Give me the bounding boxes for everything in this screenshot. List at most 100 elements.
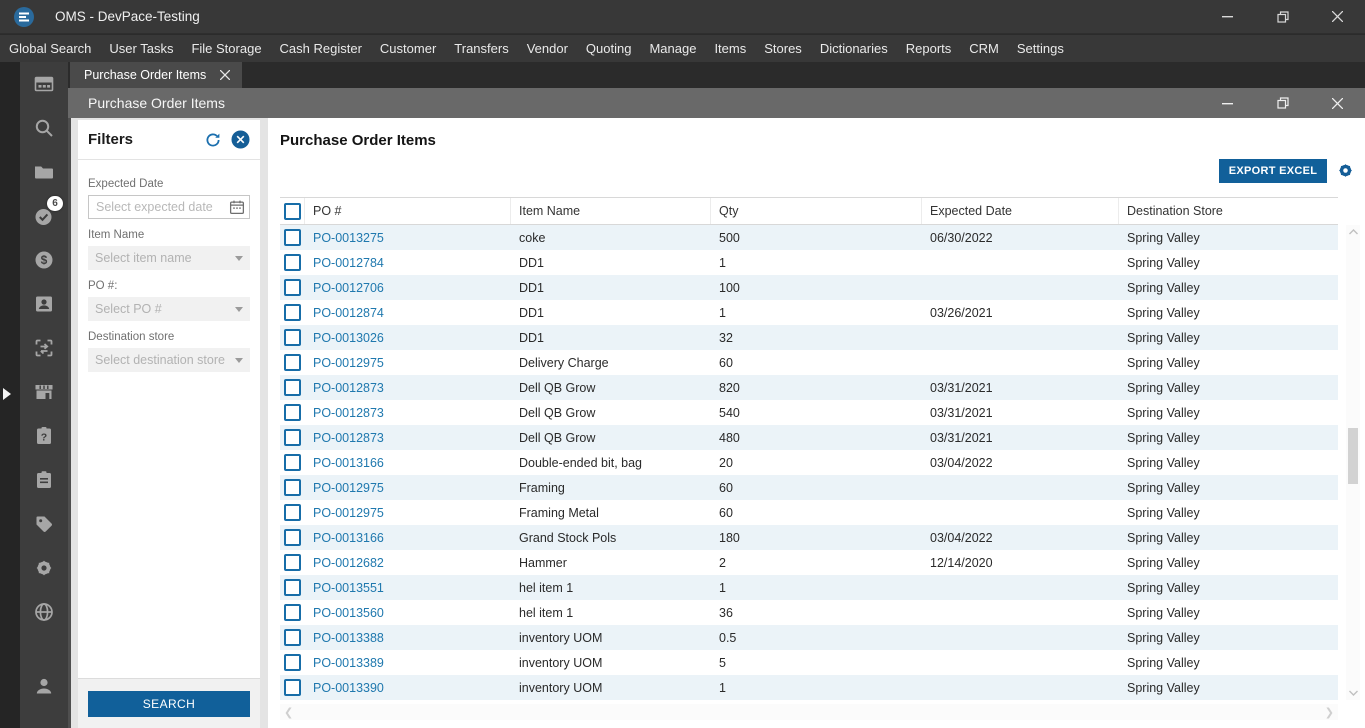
po-link[interactable]: PO-0013026 [313, 330, 384, 345]
menu-item-vendor[interactable]: Vendor [526, 41, 568, 56]
po-link[interactable]: PO-0012874 [313, 305, 384, 320]
vertical-scroll-thumb[interactable] [1348, 428, 1358, 484]
row-checkbox[interactable] [284, 304, 301, 321]
column-header-po[interactable]: PO # [305, 198, 511, 224]
sidebar-item-profile[interactable] [20, 664, 68, 708]
po-link[interactable]: PO-0012682 [313, 555, 384, 570]
inner-restore-button[interactable] [1255, 88, 1310, 118]
po-link[interactable]: PO-0013166 [313, 530, 384, 545]
sidebar-item-dashboard[interactable] [20, 62, 68, 106]
menu-item-stores[interactable]: Stores [764, 41, 802, 56]
po-link[interactable]: PO-0013388 [313, 630, 384, 645]
column-header-qty[interactable]: Qty [711, 198, 922, 224]
menu-item-items[interactable]: Items [714, 41, 747, 56]
sidebar-item-customers[interactable] [20, 282, 68, 326]
column-header-expected-date[interactable]: Expected Date [922, 198, 1119, 224]
sidebar-item-search[interactable] [20, 106, 68, 150]
po-link[interactable]: PO-0013166 [313, 455, 384, 470]
tab-purchase-order-items[interactable]: Purchase Order Items [70, 62, 243, 88]
sidebar-item-files[interactable] [20, 150, 68, 194]
scroll-up-icon[interactable] [1346, 225, 1360, 239]
scroll-down-icon[interactable] [1346, 686, 1360, 700]
restore-button[interactable] [1255, 0, 1310, 33]
search-button[interactable]: SEARCH [88, 690, 250, 717]
select-all-checkbox[interactable] [283, 202, 301, 220]
menu-item-file-storage[interactable]: File Storage [191, 41, 262, 56]
column-header-destination-store[interactable]: Destination Store [1127, 204, 1223, 218]
row-checkbox[interactable] [284, 504, 301, 521]
po-link[interactable]: PO-0012873 [313, 405, 384, 420]
po-link[interactable]: PO-0013560 [313, 605, 384, 620]
row-checkbox[interactable] [284, 629, 301, 646]
sidebar-item-finance[interactable]: $ [20, 238, 68, 282]
po-link[interactable]: PO-0013275 [313, 230, 384, 245]
sidebar-item-web[interactable] [20, 590, 68, 634]
column-header-item-name[interactable]: Item Name [511, 198, 711, 224]
scroll-right-icon[interactable]: ❯ [1324, 706, 1334, 719]
po-link[interactable]: PO-0013390 [313, 680, 384, 695]
row-checkbox[interactable] [284, 454, 301, 471]
sidebar-item-transfers[interactable] [20, 326, 68, 370]
table-cell-po: PO-0012975 [305, 506, 511, 520]
tab-close-icon[interactable] [218, 68, 232, 82]
menu-item-settings[interactable]: Settings [1016, 41, 1064, 56]
menu-item-cash-register[interactable]: Cash Register [279, 41, 362, 56]
menu-item-customer[interactable]: Customer [379, 41, 437, 56]
sidebar-item-settings[interactable] [20, 546, 68, 590]
calendar-icon[interactable] [228, 198, 246, 216]
row-checkbox[interactable] [284, 429, 301, 446]
close-button[interactable] [1310, 0, 1365, 33]
po-link[interactable]: PO-0012784 [313, 255, 384, 270]
row-checkbox[interactable] [284, 279, 301, 296]
po-link[interactable]: PO-0012975 [313, 505, 384, 520]
export-excel-button[interactable]: EXPORT EXCEL [1219, 159, 1327, 183]
row-checkbox[interactable] [284, 254, 301, 271]
sidebar-item-tasks[interactable]: 6 [20, 194, 68, 238]
menu-item-global-search[interactable]: Global Search [9, 41, 92, 56]
row-checkbox[interactable] [284, 554, 301, 571]
sidebar-item-help-tasks[interactable]: ? [20, 414, 68, 458]
horizontal-scrollbar[interactable]: ❮ ❯ [280, 704, 1338, 720]
expected-date-input[interactable] [88, 195, 250, 219]
minimize-button[interactable] [1200, 0, 1255, 33]
row-checkbox[interactable] [284, 654, 301, 671]
inner-minimize-button[interactable] [1200, 88, 1255, 118]
po-number-select[interactable]: Select PO # [88, 297, 250, 321]
sidebar-item-stores[interactable] [20, 370, 68, 414]
row-checkbox[interactable] [284, 529, 301, 546]
po-link[interactable]: PO-0012873 [313, 380, 384, 395]
row-checkbox[interactable] [284, 479, 301, 496]
menu-item-crm[interactable]: CRM [969, 41, 999, 56]
menu-item-dictionaries[interactable]: Dictionaries [819, 41, 888, 56]
destination-store-select[interactable]: Select destination store [88, 348, 250, 372]
menu-item-user-tasks[interactable]: User Tasks [109, 41, 174, 56]
po-link[interactable]: PO-0012873 [313, 430, 384, 445]
row-checkbox[interactable] [284, 229, 301, 246]
po-link[interactable]: PO-0013551 [313, 580, 384, 595]
row-checkbox[interactable] [284, 604, 301, 621]
scroll-left-icon[interactable]: ❮ [284, 706, 294, 719]
vertical-scrollbar[interactable] [1346, 225, 1360, 700]
row-checkbox[interactable] [284, 679, 301, 696]
row-checkbox[interactable] [284, 379, 301, 396]
po-link[interactable]: PO-0013389 [313, 655, 384, 670]
po-link[interactable]: PO-0012706 [313, 280, 384, 295]
row-checkbox[interactable] [284, 354, 301, 371]
inner-close-button[interactable] [1310, 88, 1365, 118]
po-link[interactable]: PO-0012975 [313, 355, 384, 370]
expand-panel-arrow-icon[interactable] [3, 388, 11, 400]
menu-item-transfers[interactable]: Transfers [454, 41, 509, 56]
grid-settings-button[interactable] [1335, 160, 1356, 181]
menu-item-manage[interactable]: Manage [649, 41, 697, 56]
refresh-filters-button[interactable] [203, 130, 223, 150]
item-name-select[interactable]: Select item name [88, 246, 250, 270]
close-filters-button[interactable] [230, 130, 250, 150]
row-checkbox[interactable] [284, 404, 301, 421]
sidebar-item-orders[interactable] [20, 458, 68, 502]
menu-item-reports[interactable]: Reports [905, 41, 952, 56]
menu-item-quoting[interactable]: Quoting [585, 41, 632, 56]
sidebar-item-tags[interactable] [20, 502, 68, 546]
row-checkbox[interactable] [284, 579, 301, 596]
row-checkbox[interactable] [284, 329, 301, 346]
po-link[interactable]: PO-0012975 [313, 480, 384, 495]
